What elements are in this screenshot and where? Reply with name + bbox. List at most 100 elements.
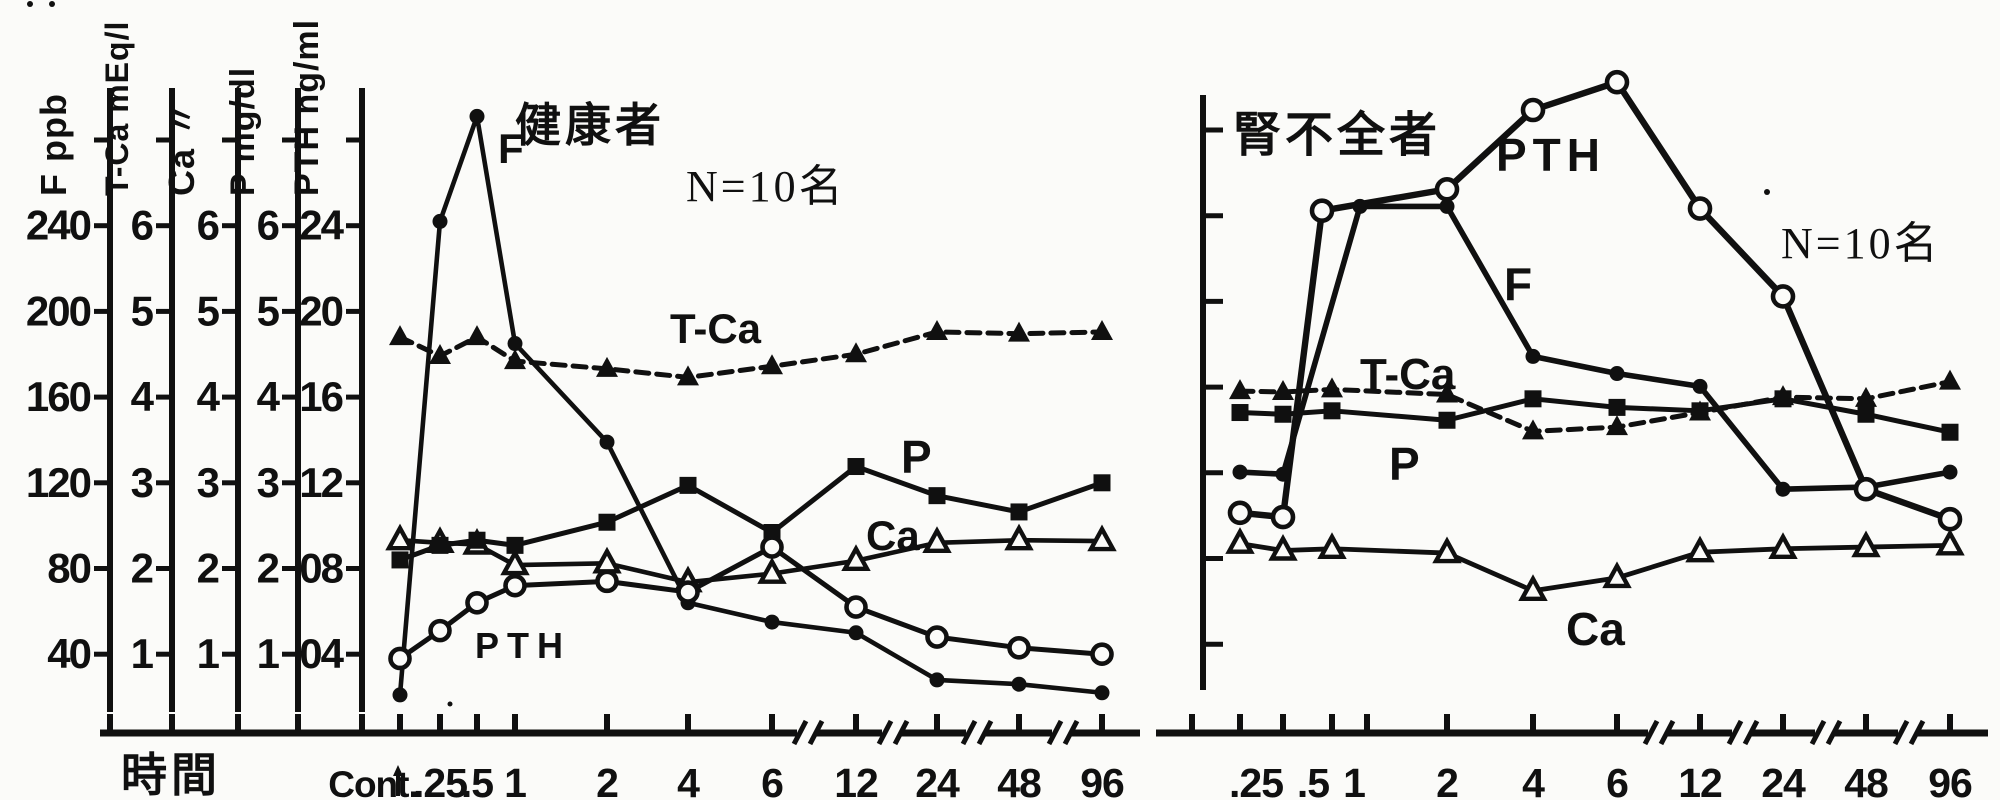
- scan-speck: [1764, 189, 1770, 195]
- series-label-F-right: F: [1504, 258, 1532, 310]
- x-label-right-2: 2: [1436, 760, 1458, 800]
- data-point-Ca: [841, 544, 871, 571]
- data-point-T-Ca: [761, 354, 783, 375]
- data-point-Ca: [1685, 535, 1715, 563]
- data-point-P: [468, 531, 486, 549]
- data-point-PTH: [428, 618, 452, 643]
- tick-label-Ca-5: 5: [197, 287, 220, 334]
- axis-break-mark: [1809, 719, 1827, 746]
- data-point-P: [1274, 405, 1292, 423]
- data-point-P: [928, 487, 946, 505]
- data-point-T-Ca: [1091, 319, 1113, 340]
- tick-label-T-Ca-3: 3: [131, 459, 153, 506]
- tick-label-T-Ca-1: 1: [131, 630, 154, 677]
- data-point-Ca: [1317, 532, 1347, 559]
- tick-label-PTH-04: 04: [299, 630, 344, 677]
- axis-break-mark: [1046, 719, 1064, 746]
- axis-break-mark: [1658, 719, 1676, 746]
- scan-speck: [49, 1, 55, 7]
- tick-label-Ca-6: 6: [197, 202, 219, 249]
- x-axis-title: 時間: [121, 748, 221, 800]
- y-axis-title-Ca: Ca 〃: [161, 100, 202, 196]
- panel-title-left: 健康者: [515, 98, 665, 152]
- tick-label-Ca-2: 2: [197, 545, 219, 592]
- series-label-Ca-left: Ca: [866, 512, 920, 559]
- data-point-T-Ca: [1606, 415, 1628, 436]
- data-point-P: [1323, 402, 1341, 420]
- data-point-F: [764, 614, 780, 630]
- tick-label-T-Ca-4: 4: [131, 373, 155, 420]
- data-point-PTH: [1434, 176, 1460, 202]
- tick-label-T-Ca-6: 6: [131, 202, 153, 249]
- x-label-right-12: 12: [1678, 760, 1722, 800]
- axis-break-mark: [1825, 719, 1843, 746]
- data-point-F: [469, 108, 485, 124]
- data-point-Ca: [1268, 533, 1298, 561]
- data-point-T-Ca: [1855, 386, 1877, 407]
- x-label-left-12: 12: [834, 760, 878, 800]
- data-point-T-Ca: [1522, 419, 1544, 440]
- data-point-PTH: [388, 646, 412, 671]
- data-point-Ca: [1004, 523, 1034, 551]
- data-point-PTH: [1604, 69, 1630, 95]
- data-point-Ca: [1768, 532, 1798, 559]
- tick-label-P-3: 3: [257, 459, 279, 506]
- x-label-left-1: 1: [504, 760, 526, 800]
- data-point-T-Ca: [389, 325, 411, 346]
- data-point-F: [848, 625, 864, 641]
- tick-label-F-160: 160: [26, 373, 91, 420]
- data-point-F: [929, 672, 945, 688]
- y-axis-right: [1200, 95, 1223, 690]
- data-point-Ca: [1935, 528, 1965, 556]
- axis-break-mark: [1642, 719, 1660, 746]
- series-label-T-Ca-right: T-Ca: [1360, 350, 1456, 399]
- data-point-P: [391, 551, 409, 569]
- data-point-F: [507, 336, 523, 352]
- data-point-P: [1093, 474, 1111, 492]
- data-point-PTH: [1520, 97, 1546, 123]
- data-point-P: [1608, 398, 1626, 416]
- axis-break-mark: [1726, 719, 1744, 746]
- data-point-PTH: [1090, 642, 1114, 667]
- data-point-Ca: [1602, 561, 1632, 589]
- axis-break-mark: [960, 719, 978, 746]
- x-label-right-96: 96: [1928, 760, 1972, 800]
- data-point-PTH: [925, 625, 949, 649]
- data-point-F: [1011, 676, 1027, 692]
- data-point-T-Ca: [596, 356, 618, 377]
- data-point-PTH: [503, 573, 527, 598]
- tick-label-P-6: 6: [257, 202, 279, 249]
- data-point-Ca: [1518, 574, 1548, 601]
- axis-break-mark: [807, 719, 825, 746]
- data-point-Ca: [385, 523, 415, 551]
- data-point-PTH: [1937, 506, 1963, 532]
- data-point-Ca: [922, 526, 952, 553]
- series-line-Ca-right: [1237, 541, 1953, 594]
- tick-label-PTH-16: 16: [299, 373, 342, 420]
- data-point-T-Ca: [1229, 379, 1251, 400]
- data-point-PTH: [676, 580, 700, 604]
- data-point-P: [1691, 402, 1709, 420]
- data-point-P: [1774, 390, 1792, 408]
- injection-arrow: [393, 765, 403, 796]
- x-label-right-24: 24: [1761, 760, 1806, 800]
- data-point-PTH: [1853, 476, 1879, 502]
- x-label-left-2: 2: [596, 760, 618, 800]
- data-point-T-Ca: [1436, 382, 1458, 403]
- y-axis-title-F: F ppb: [33, 93, 74, 196]
- panel-left: [385, 108, 1117, 703]
- data-point-P: [431, 536, 449, 554]
- tick-label-PTH-24: 24: [299, 202, 344, 249]
- scan-speck: [27, 1, 33, 7]
- tick-label-P-1: 1: [257, 630, 280, 677]
- data-point-F: [1439, 198, 1455, 214]
- tick-label-PTH-20: 20: [299, 287, 342, 334]
- data-point-T-Ca: [845, 342, 867, 363]
- data-point-F: [1609, 366, 1625, 382]
- data-point-P: [506, 536, 524, 554]
- axis-break-mark: [892, 719, 910, 746]
- scan-speck: [447, 701, 453, 707]
- axis-break-mark: [1062, 719, 1080, 746]
